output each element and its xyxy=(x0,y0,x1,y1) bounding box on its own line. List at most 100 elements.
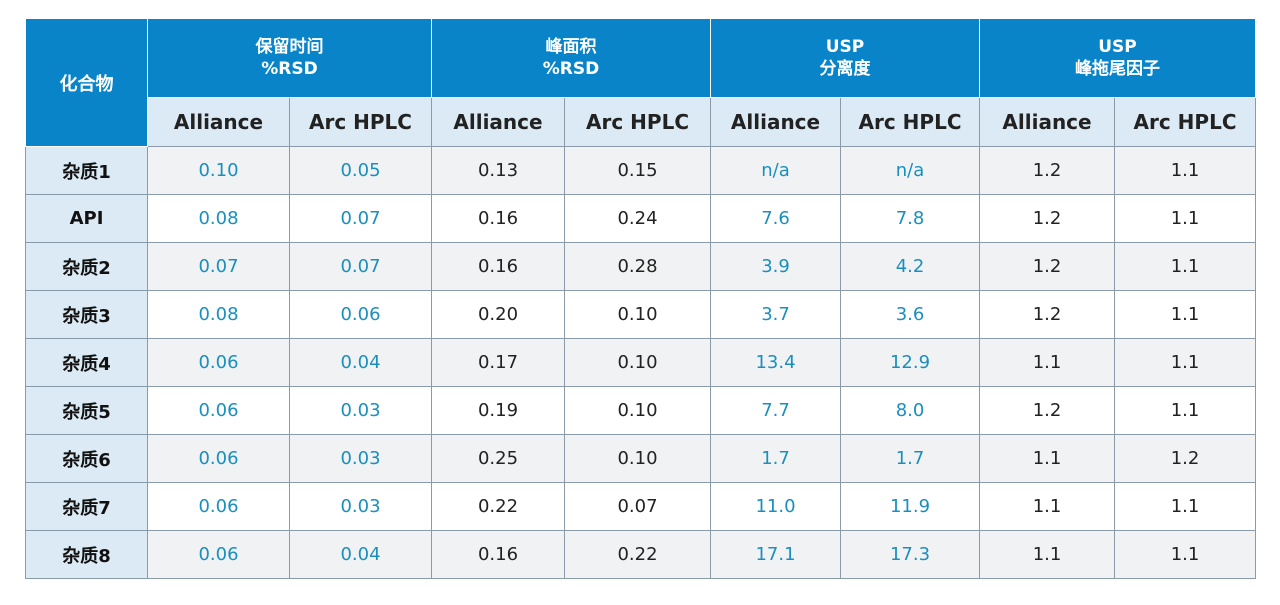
group-header-line2: 峰拖尾因子 xyxy=(1075,59,1161,79)
table-cell: 0.07 xyxy=(563,482,712,531)
table-cell: 1.2 xyxy=(979,146,1116,195)
table-cell: 12.9 xyxy=(840,338,981,387)
table-body: 杂质1 0.10 0.05 0.13 0.15 n/a n/a 1.2 1.1 API 0.08 0.… xyxy=(25,146,1257,579)
row-label: 杂质1 xyxy=(25,146,148,195)
row-label: API xyxy=(25,194,148,243)
group-header-row: 化合物 保留时间 %RSD 峰面积 %RSD USP 分离度 USP 峰拖尾因子 xyxy=(25,18,1257,147)
table-cell: 0.04 xyxy=(289,530,432,579)
table-cell: 1.2 xyxy=(979,194,1116,243)
table-cell: 1.2 xyxy=(979,242,1116,291)
group-header-line1: USP xyxy=(1098,37,1137,57)
table-row: API 0.08 0.07 0.16 0.24 7.6 7.8 1.2 1.1 xyxy=(25,194,1257,243)
table-cell: 0.07 xyxy=(289,242,432,291)
table-cell: 1.1 xyxy=(1114,530,1257,579)
table-cell: 0.25 xyxy=(431,434,565,483)
table-row: 杂质6 0.06 0.03 0.25 0.10 1.7 1.7 1.1 1.2 xyxy=(25,434,1257,483)
column-subheader: Arc HPLC xyxy=(563,97,712,147)
table-cell: 1.1 xyxy=(979,530,1116,579)
table-cell: 0.22 xyxy=(563,530,712,579)
table-cell: 0.13 xyxy=(431,146,565,195)
table-cell: 0.10 xyxy=(563,338,712,387)
table-cell: 0.22 xyxy=(431,482,565,531)
table-cell: 0.03 xyxy=(289,482,432,531)
group-header-line1: USP xyxy=(825,37,865,57)
table-row: 杂质8 0.06 0.04 0.16 0.22 17.1 17.3 1.1 1.1 xyxy=(25,530,1257,579)
table-cell: 0.20 xyxy=(431,290,565,339)
table-cell: 3.9 xyxy=(710,242,842,291)
column-subheader: Arc HPLC xyxy=(840,97,981,147)
table-cell: 1.2 xyxy=(979,290,1116,339)
row-label: 杂质2 xyxy=(25,242,148,291)
table-cell: 1.1 xyxy=(1114,338,1257,387)
column-subheader: Alliance xyxy=(710,97,842,147)
table-cell: 1.1 xyxy=(1114,146,1257,195)
table-cell: 0.16 xyxy=(431,530,565,579)
group-header-line2: %RSD xyxy=(542,59,600,79)
table-cell: 4.2 xyxy=(840,242,981,291)
group-header-line1: 峰面积 xyxy=(545,37,597,57)
table-cell: n/a xyxy=(840,146,981,195)
table-cell: 1.1 xyxy=(1114,290,1257,339)
table-cell: 0.06 xyxy=(147,434,290,483)
table-cell: 0.06 xyxy=(147,530,290,579)
table-cell: 7.7 xyxy=(710,386,842,435)
table-row: 杂质7 0.06 0.03 0.22 0.07 11.0 11.9 1.1 1.1 xyxy=(25,482,1257,531)
table-cell: 0.06 xyxy=(147,386,290,435)
table-cell: 0.06 xyxy=(147,482,290,531)
group-header-line2: 分离度 xyxy=(819,59,871,79)
row-label: 杂质7 xyxy=(25,482,148,531)
table-cell: 0.10 xyxy=(147,146,290,195)
table-cell: 11.0 xyxy=(710,482,842,531)
table-cell: 0.10 xyxy=(563,290,712,339)
table-cell: 0.24 xyxy=(563,194,712,243)
table-cell: 0.04 xyxy=(289,338,432,387)
table-cell: 1.1 xyxy=(979,338,1116,387)
table-cell: 0.28 xyxy=(563,242,712,291)
column-subheader: Arc HPLC xyxy=(289,97,432,147)
table-row: 杂质1 0.10 0.05 0.13 0.15 n/a n/a 1.2 1.1 xyxy=(25,146,1257,195)
group-header-peak-area: 峰面积 %RSD xyxy=(430,18,712,98)
column-subheader: Alliance xyxy=(979,97,1116,147)
table-cell: 7.6 xyxy=(710,194,842,243)
subheader-row: Alliance Arc HPLC Alliance Arc HPLC Alliance… xyxy=(26,97,1257,147)
table-row: 杂质3 0.08 0.06 0.20 0.10 3.7 3.6 1.2 1.1 xyxy=(25,290,1257,339)
table-cell: 1.1 xyxy=(1114,242,1257,291)
group-header-tailing: USP 峰拖尾因子 xyxy=(979,18,1257,98)
compound-header: 化合物 xyxy=(25,18,148,147)
table-cell: 0.16 xyxy=(431,242,565,291)
table-cell: 3.6 xyxy=(840,290,981,339)
table-cell: 13.4 xyxy=(710,338,842,387)
table-cell: 3.7 xyxy=(710,290,842,339)
row-label: 杂质5 xyxy=(25,386,148,435)
table-cell: 17.1 xyxy=(710,530,842,579)
group-header-resolution: USP 分离度 xyxy=(710,18,981,98)
table-row: 杂质2 0.07 0.07 0.16 0.28 3.9 4.2 1.2 1.1 xyxy=(25,242,1257,291)
table-cell: 1.1 xyxy=(979,434,1116,483)
table-cell: n/a xyxy=(710,146,842,195)
group-header-retention: 保留时间 %RSD xyxy=(147,18,432,98)
row-label: 杂质8 xyxy=(25,530,148,579)
table-cell: 0.15 xyxy=(563,146,712,195)
table-cell: 0.05 xyxy=(289,146,432,195)
table-cell: 1.1 xyxy=(1114,194,1257,243)
column-subheader: Alliance xyxy=(431,97,565,147)
column-subheader: Arc HPLC xyxy=(1114,97,1257,147)
table-cell: 0.06 xyxy=(289,290,432,339)
table-cell: 0.19 xyxy=(431,386,565,435)
table-cell: 0.06 xyxy=(147,338,290,387)
row-label: 杂质3 xyxy=(25,290,148,339)
table-cell: 0.10 xyxy=(563,434,712,483)
table-cell: 0.08 xyxy=(147,290,290,339)
table-cell: 0.08 xyxy=(147,194,290,243)
table-cell: 0.16 xyxy=(431,194,565,243)
table-cell: 7.8 xyxy=(840,194,981,243)
table-cell: 0.17 xyxy=(431,338,565,387)
table-cell: 1.2 xyxy=(1114,434,1257,483)
table-cell: 1.1 xyxy=(1114,386,1257,435)
table-row: 杂质4 0.06 0.04 0.17 0.10 13.4 12.9 1.1 1.1 xyxy=(25,338,1257,387)
row-label: 杂质4 xyxy=(25,338,148,387)
row-label: 杂质6 xyxy=(25,434,148,483)
table-row: 杂质5 0.06 0.03 0.19 0.10 7.7 8.0 1.2 1.1 xyxy=(25,386,1257,435)
table-cell: 1.7 xyxy=(840,434,981,483)
table-cell: 17.3 xyxy=(840,530,981,579)
